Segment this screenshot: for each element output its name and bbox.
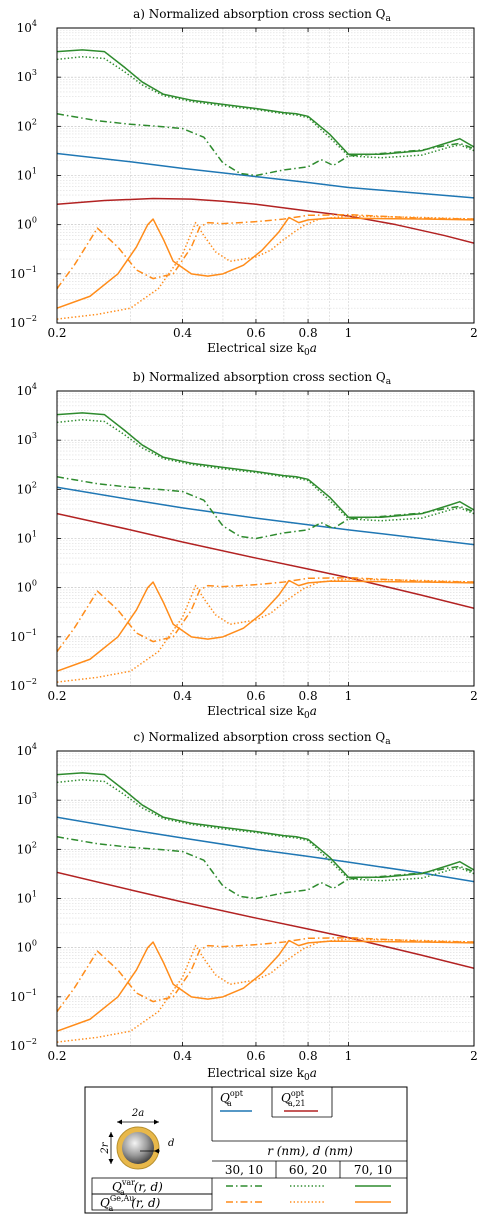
y-tick-label: 10−2 xyxy=(10,677,37,693)
y-tick-label: 100 xyxy=(17,216,37,232)
x-tick-label: 0.2 xyxy=(47,689,66,703)
legend-row-var-label: Qvar a (r, d) xyxy=(112,1178,163,1197)
series-line-1-solid xyxy=(57,512,474,610)
germanium-core xyxy=(122,1132,154,1164)
x-tick-label: 0.4 xyxy=(173,689,192,703)
x-tick-label: 2 xyxy=(470,1049,478,1063)
series-line-2-dashdot xyxy=(57,113,474,177)
series-line-5-dashdot xyxy=(57,936,474,1013)
y-tick-label: 10−1 xyxy=(10,265,37,281)
series-group xyxy=(57,412,474,683)
legend-samples xyxy=(226,1185,391,1203)
x-tick-label: 2 xyxy=(470,689,478,703)
grid xyxy=(57,391,474,687)
series-line-2-dashdot xyxy=(57,836,474,900)
dim-label-2r: 2r xyxy=(100,1141,111,1154)
chart-panel-a: a) Normalized absorption cross section Q… xyxy=(10,7,478,358)
x-tick-label: 0.6 xyxy=(246,326,265,340)
series-line-0-solid xyxy=(57,486,474,546)
y-tick-label: 103 xyxy=(17,431,37,447)
legend-q-opt21: Qopt a,21 xyxy=(281,1089,306,1108)
y-tick-label: 102 xyxy=(17,117,37,133)
series-group xyxy=(57,49,474,320)
dim-label-2a: 2a xyxy=(131,1108,144,1119)
y-tick-label: 10−1 xyxy=(10,628,37,644)
series-line-0-solid xyxy=(57,152,474,199)
x-tick-label: 1 xyxy=(345,1049,353,1063)
y-tick-label: 101 xyxy=(17,890,37,906)
x-tick-label: 0.2 xyxy=(47,1049,66,1063)
x-tick-label: 0.4 xyxy=(173,1049,192,1063)
x-tick-label: 0.8 xyxy=(299,326,318,340)
series-line-4-solid xyxy=(57,49,474,156)
grid xyxy=(57,28,474,324)
dim-arrowheads-2a xyxy=(117,1119,159,1125)
x-tick-label: 0.8 xyxy=(299,689,318,703)
y-tick-label: 102 xyxy=(17,840,37,856)
core-shell-diagram: 2a 2r d xyxy=(100,1108,174,1170)
x-axis-label: Electrical size k0a xyxy=(207,704,317,721)
series-line-3-dotted xyxy=(57,779,474,882)
series-line-1-solid xyxy=(57,197,474,244)
y-tick-label: 103 xyxy=(17,68,37,84)
series-line-0-solid xyxy=(57,816,474,883)
legend-param-0: 30, 10 xyxy=(225,1163,263,1177)
y-tick-label: 103 xyxy=(17,791,37,807)
y-tick-label: 101 xyxy=(17,530,37,546)
x-tick-label: 0.4 xyxy=(173,326,192,340)
y-tick-label: 101 xyxy=(17,167,37,183)
y-tick-label: 102 xyxy=(17,480,37,496)
series-line-5-dashdot xyxy=(57,576,474,653)
y-tick-label: 10−2 xyxy=(10,314,37,330)
legend: 2a 2r d Qopt a Qopt a,21 r (nm), d (nm) 30… xyxy=(84,1086,408,1214)
series-line-3-dotted xyxy=(57,419,474,522)
series-group xyxy=(57,772,474,1043)
series-line-6-dotted xyxy=(57,578,474,683)
grid xyxy=(57,751,474,1047)
series-line-3-dotted xyxy=(57,56,474,159)
y-tick-label: 104 xyxy=(17,19,37,35)
legend-param-header: r (nm), d (nm) xyxy=(267,1144,353,1158)
x-tick-label: 0.6 xyxy=(246,689,265,703)
series-line-1-solid xyxy=(57,871,474,970)
series-line-2-dashdot xyxy=(57,476,474,540)
dim-label-d: d xyxy=(168,1138,174,1149)
series-line-4-solid xyxy=(57,412,474,519)
x-tick-label: 1 xyxy=(345,326,353,340)
series-line-4-solid xyxy=(57,772,474,879)
x-tick-label: 2 xyxy=(470,326,478,340)
y-tick-label: 100 xyxy=(17,579,37,595)
y-tick-label: 100 xyxy=(17,939,37,955)
chart-title: c) Normalized absorption cross section Q… xyxy=(133,730,391,747)
chart-title: a) Normalized absorption cross section Q… xyxy=(133,7,391,24)
y-tick-label: 104 xyxy=(17,382,37,398)
series-line-5-dashdot xyxy=(57,213,474,290)
dim-arrowhead-d xyxy=(154,1148,159,1154)
series-line-7-solid xyxy=(57,939,474,1032)
x-axis-label: Electrical size k0a xyxy=(207,1066,317,1083)
legend-param-1: 60, 20 xyxy=(289,1163,327,1177)
legend-param-2: 70, 10 xyxy=(354,1163,392,1177)
legend-row-geau-label: QGe,Au a (r, d) xyxy=(100,1194,161,1213)
series-line-6-dotted xyxy=(57,938,474,1043)
chart-panel-c: c) Normalized absorption cross section Q… xyxy=(10,730,478,1083)
legend-q-opt: Qopt a xyxy=(220,1089,244,1108)
series-line-7-solid xyxy=(57,579,474,672)
series-line-7-solid xyxy=(57,216,474,309)
x-axis-label: Electrical size k0a xyxy=(207,341,317,358)
chart-panel-b: b) Normalized absorption cross section Q… xyxy=(10,370,478,721)
x-tick-label: 0.2 xyxy=(47,326,66,340)
series-line-6-dotted xyxy=(57,215,474,320)
legend-row-frame xyxy=(91,1193,213,1211)
x-tick-label: 0.6 xyxy=(246,1049,265,1063)
y-tick-label: 10−2 xyxy=(10,1037,37,1053)
x-tick-label: 0.8 xyxy=(299,1049,318,1063)
y-tick-label: 104 xyxy=(17,742,37,758)
x-tick-label: 1 xyxy=(345,689,353,703)
y-tick-label: 10−1 xyxy=(10,988,37,1004)
chart-title: b) Normalized absorption cross section Q… xyxy=(133,370,392,387)
